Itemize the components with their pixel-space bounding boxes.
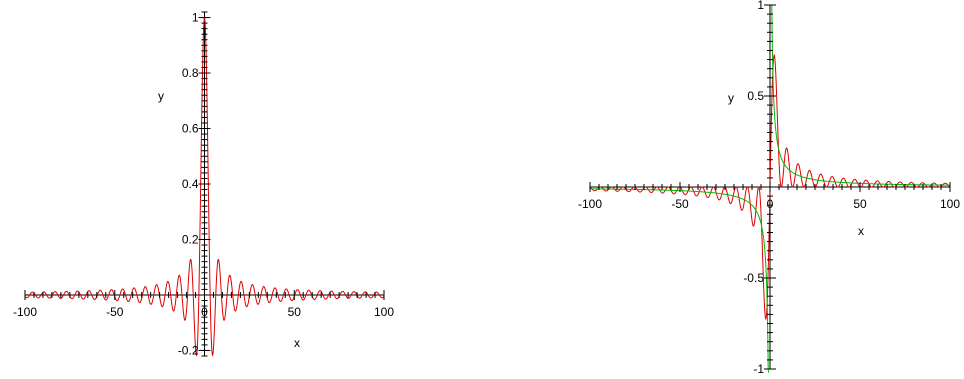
- x-tick-label: 100: [940, 197, 960, 211]
- chart-cosine-ratio-ticks: -100 -50 0 50 100 -1 -0.5 0.5 1: [578, 0, 960, 376]
- x-tick-label: 0: [767, 197, 774, 211]
- x-tick-label: -100: [13, 305, 37, 319]
- chart-sinc: -100 -50 0 50 100 -0.2 0.2 0.4 0.6 0.8 1 x y: [13, 11, 394, 358]
- x-tick-label: 100: [374, 305, 394, 319]
- y-tick-label: 0.5: [747, 89, 764, 103]
- chart-cosine-ratio: -100 -50 0 50 100 -1 -0.5 0.5 1 x y: [578, 0, 960, 376]
- x-tick-label: 50: [853, 197, 867, 211]
- series-line-1: [771, 4, 950, 186]
- y-tick-label: 0.8: [182, 66, 199, 80]
- y-tick-label: -0.5: [743, 271, 764, 285]
- x-tick-label: -50: [671, 197, 689, 211]
- series-line-1: [590, 188, 769, 373]
- chart-sinc-xlabel: x: [294, 336, 300, 350]
- x-tick-label: 50: [288, 305, 302, 319]
- y-tick-label: 1: [757, 0, 764, 12]
- y-tick-label: 0.2: [182, 232, 199, 246]
- chart-cosine-ratio-xlabel: x: [858, 224, 864, 238]
- x-tick-label: -100: [578, 197, 602, 211]
- y-tick-label: -0.2: [178, 343, 199, 357]
- y-tick-label: -1: [753, 362, 764, 376]
- x-tick-label: -50: [106, 305, 124, 319]
- y-tick-label: 0.4: [182, 177, 199, 191]
- chart-cosine-ratio-ylabel: y: [728, 91, 734, 105]
- x-tick-label: 0: [201, 305, 208, 319]
- y-tick-label: 0.6: [182, 122, 199, 136]
- chart-sinc-ylabel: y: [158, 89, 164, 103]
- y-tick-label: 1: [192, 11, 199, 25]
- chart-sinc-ticks: -100 -50 0 50 100 -0.2 0.2 0.4 0.6 0.8 1: [13, 11, 394, 358]
